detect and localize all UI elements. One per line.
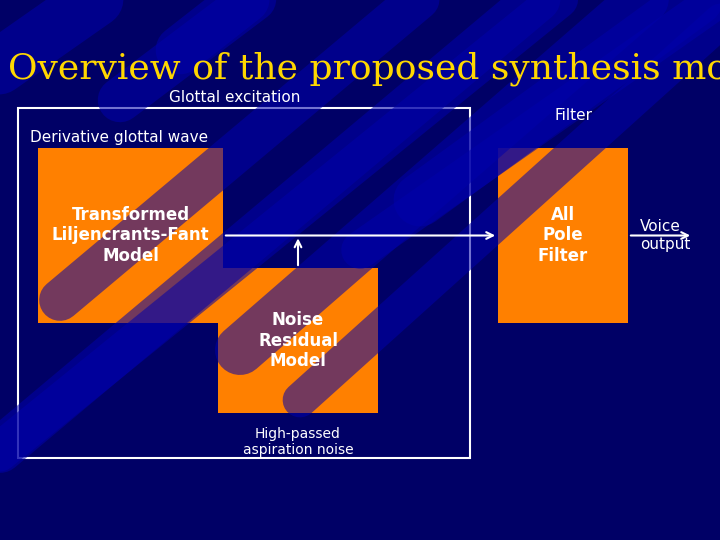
Text: Derivative glottal wave: Derivative glottal wave [30, 130, 208, 145]
Text: Glottal excitation: Glottal excitation [169, 90, 301, 105]
Text: High-passed
aspiration noise: High-passed aspiration noise [243, 427, 354, 457]
Text: Overview of the proposed synthesis model: Overview of the proposed synthesis model [8, 52, 720, 86]
Text: Voice
output: Voice output [640, 219, 690, 252]
Text: All
Pole
Filter: All Pole Filter [538, 206, 588, 265]
Text: Filter: Filter [555, 108, 593, 123]
Text: Transformed
Liljencrants-Fant
Model: Transformed Liljencrants-Fant Model [52, 206, 210, 265]
Text: Noise
Residual
Model: Noise Residual Model [258, 310, 338, 370]
Bar [18, 108, 470, 458]
Bar [38, 148, 223, 323]
Bar [498, 148, 628, 323]
Bar [218, 268, 378, 413]
